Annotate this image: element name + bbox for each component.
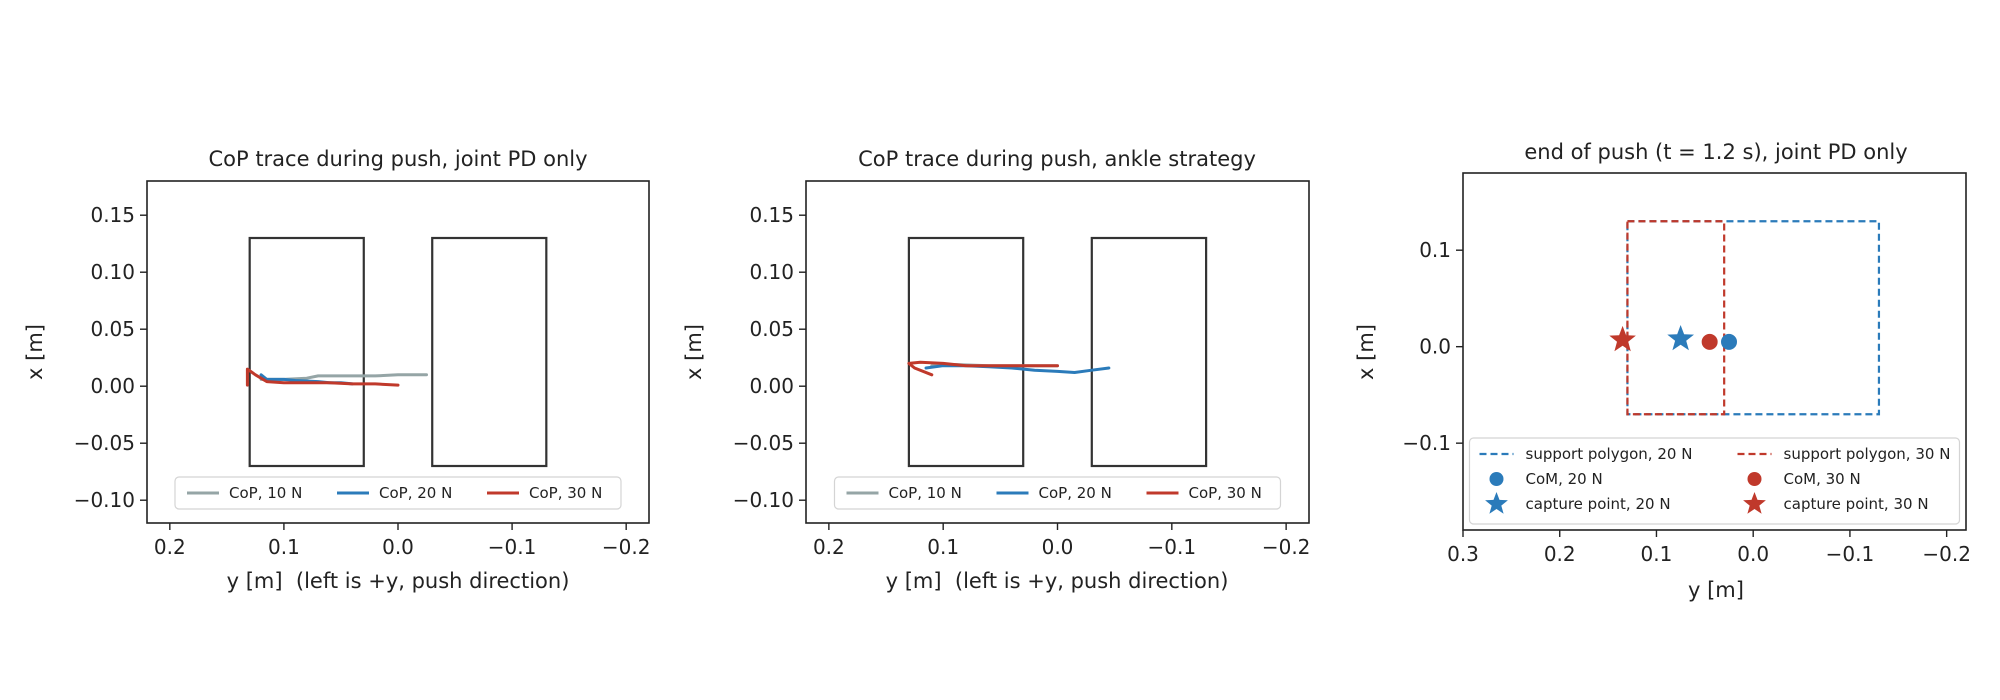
capture-point-marker — [1667, 325, 1694, 351]
legend-label: CoP, 20 N — [1039, 484, 1112, 502]
x-tick-label: 0.2 — [1544, 542, 1576, 566]
x-tick-label: −0.1 — [488, 535, 537, 559]
legend-label: CoM, 30 N — [1784, 470, 1861, 488]
axes-frame — [805, 180, 1310, 524]
y-tick-label: −0.1 — [1402, 431, 1451, 455]
ticks: 0.2 0.1 0.0 −0.1 −0.2 0.15 0.10 0.05 0.00 −0.05 −0… — [733, 203, 1311, 559]
end-of-push-panel: end of push (t = 1.2 s), joint PD only 0… — [1354, 140, 1971, 602]
cop-trace-ankle-strategy-panel: CoP trace during push, ankle strategy 0.… — [682, 147, 1310, 593]
axes-frame — [1462, 172, 1967, 531]
x-tick-label: −0.2 — [602, 535, 651, 559]
panel-title: CoP trace during push, joint PD only — [208, 147, 587, 171]
x-tick-label: 0.0 — [1042, 535, 1074, 559]
legend-label: support polygon, 30 N — [1784, 445, 1951, 463]
ticks: 0.3 0.2 0.1 0.0 −0.1 −0.2 0.1 0.0 −0.1 — [1402, 238, 1971, 566]
legend-label: capture point, 30 N — [1784, 495, 1929, 513]
legend-label: CoP, 20 N — [379, 484, 452, 502]
panel-title: CoP trace during push, ankle strategy — [858, 147, 1256, 171]
cop-trace-joint-pd-panel: CoP trace during push, joint PD only 0.2… — [23, 147, 650, 593]
legend-swatch — [1743, 492, 1766, 514]
y-tick-label: −0.10 — [733, 488, 794, 512]
x-tick-label: 0.2 — [813, 535, 845, 559]
y-tick-label: 0.10 — [90, 260, 135, 284]
x-tick-label: 0.1 — [268, 535, 300, 559]
legend-label: CoP, 30 N — [1189, 484, 1262, 502]
x-tick-label: 0.2 — [154, 535, 186, 559]
legend-label: CoP, 10 N — [889, 484, 962, 502]
axes-frame — [146, 180, 650, 524]
legend-box — [174, 476, 622, 510]
y-tick-label: 0.15 — [749, 203, 794, 227]
support-polygon — [1626, 220, 1881, 416]
x-tick-label: −0.2 — [1262, 535, 1311, 559]
x-tick-label: 0.1 — [1641, 542, 1673, 566]
legend-label: support polygon, 20 N — [1526, 445, 1693, 463]
chart-marks — [1609, 220, 1881, 416]
x-tick-label: 0.0 — [382, 535, 414, 559]
legend: support polygon, 20 N support polygon, 30… — [1468, 437, 1961, 525]
x-tick-label: −0.2 — [1922, 542, 1971, 566]
y-tick-label: 0.00 — [749, 374, 794, 398]
y-tick-label: 0.05 — [749, 317, 794, 341]
x-tick-label: −0.1 — [1148, 535, 1197, 559]
y-tick-label: 0.15 — [90, 203, 135, 227]
legend: CoP, 10 N CoP, 20 N CoP, 30 N — [833, 476, 1282, 510]
x-tick-label: 0.0 — [1737, 542, 1769, 566]
x-axis-label: y [m] (left is +y, push direction) — [227, 569, 570, 593]
y-tick-label: 0.0 — [1419, 335, 1451, 359]
y-tick-label: 0.05 — [90, 317, 135, 341]
legend: CoP, 10 N CoP, 20 N CoP, 30 N — [174, 476, 622, 510]
x-tick-label: 0.1 — [927, 535, 959, 559]
legend-swatch — [1489, 472, 1504, 486]
chart-marks — [245, 236, 548, 468]
legend-swatch — [1485, 492, 1508, 514]
y-tick-label: −0.05 — [74, 431, 135, 455]
y-tick-label: −0.10 — [74, 488, 135, 512]
legend-label: capture point, 20 N — [1526, 495, 1671, 513]
y-tick-label: 0.00 — [90, 374, 135, 398]
y-axis-label: x [m] — [1354, 324, 1378, 380]
com-marker — [1721, 333, 1738, 350]
ticks: 0.2 0.1 0.0 −0.1 −0.2 0.15 0.10 0.05 0.00 −0.05 −0… — [74, 203, 651, 559]
legend-label: CoM, 20 N — [1526, 470, 1603, 488]
legend-box — [1468, 437, 1961, 525]
com-marker — [1701, 333, 1718, 350]
support-polygon — [1626, 220, 1726, 416]
y-axis-label: x [m] — [23, 324, 47, 380]
capture-point-marker — [1609, 325, 1636, 352]
legend-label: CoP, 30 N — [529, 484, 602, 502]
chart-marks — [907, 236, 1208, 468]
y-tick-label: −0.05 — [733, 431, 794, 455]
x-axis-label: y [m] — [1688, 578, 1744, 602]
y-tick-label: 0.10 — [749, 260, 794, 284]
foot-outline — [248, 236, 365, 468]
foot-outline — [431, 236, 548, 468]
panel-title: end of push (t = 1.2 s), joint PD only — [1524, 140, 1907, 164]
x-axis-label: y [m] (left is +y, push direction) — [886, 569, 1229, 593]
foot-outline — [1090, 236, 1208, 468]
series-line — [245, 367, 400, 387]
y-axis-label: x [m] — [682, 324, 706, 380]
y-tick-label: 0.1 — [1419, 238, 1451, 262]
legend-swatch — [1747, 472, 1762, 486]
series-line — [907, 360, 1059, 377]
x-tick-label: 0.3 — [1447, 542, 1479, 566]
x-tick-label: −0.1 — [1826, 542, 1875, 566]
legend-label: CoP, 10 N — [229, 484, 302, 502]
legend-box — [833, 476, 1282, 510]
foot-outline — [907, 236, 1025, 468]
